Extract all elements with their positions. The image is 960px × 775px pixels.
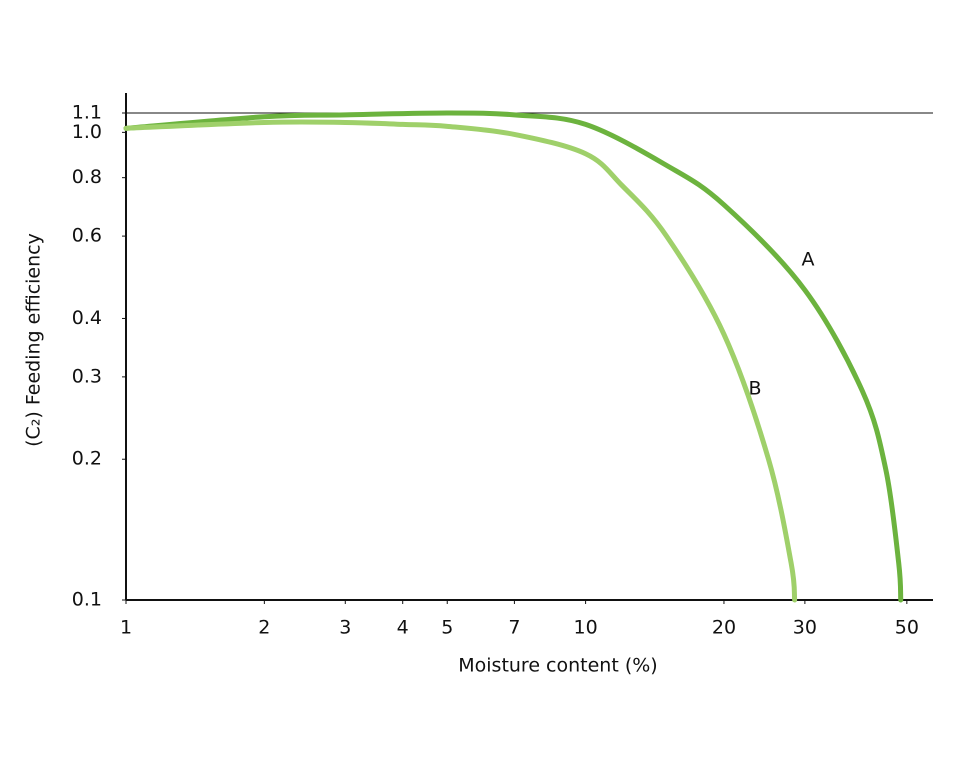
y-axis-title: (C₂) Feeding efficiency: [23, 233, 45, 447]
line: [123, 119, 798, 603]
x-tick-label: 1: [120, 617, 132, 639]
x-axis-title: Moisture content (%): [458, 655, 657, 677]
x-tick-label: 30: [793, 617, 817, 639]
x-tick-label: 50: [895, 617, 919, 639]
x-tick-label: 10: [574, 617, 598, 639]
x-tick-label: 2: [258, 617, 270, 639]
x-tick-label: 20: [712, 617, 736, 639]
y-tick-label: 0.2: [72, 448, 102, 470]
series-label: B: [748, 378, 761, 400]
y-tick-label: 1.1: [72, 102, 102, 124]
y-tick-label: 0.1: [72, 589, 102, 611]
series-label: A: [802, 249, 815, 271]
y-tick-label: 0.8: [72, 166, 102, 188]
x-tick-label: 7: [508, 617, 520, 639]
x-tick-label: 4: [397, 617, 409, 639]
x-tick-label: 3: [339, 617, 351, 639]
y-tick-label: 0.3: [72, 365, 102, 387]
x-tick-label: 5: [441, 617, 453, 639]
y-tick-label: 0.6: [72, 225, 102, 247]
y-tick-label: 1.0: [72, 121, 102, 143]
line: [123, 110, 904, 603]
y-tick-label: 0.4: [72, 307, 102, 329]
